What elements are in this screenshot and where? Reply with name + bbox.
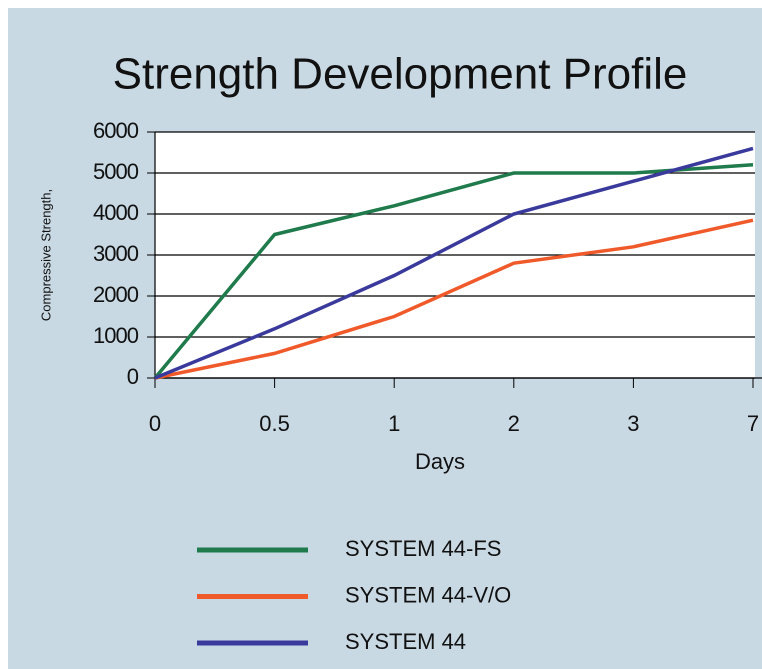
x-axis-label: Days bbox=[415, 449, 465, 474]
y-tick-label: 5000 bbox=[93, 159, 139, 184]
x-tick-label: 3 bbox=[627, 411, 639, 436]
chart-title: Strength Development Profile bbox=[113, 50, 688, 99]
legend-label: SYSTEM 44-V/O bbox=[345, 582, 511, 607]
x-tick-label: 0 bbox=[149, 411, 161, 436]
x-tick-label: 2 bbox=[508, 411, 520, 436]
x-tick-label: 0.5 bbox=[259, 411, 290, 436]
x-tick-label: 7 bbox=[747, 411, 759, 436]
y-tick-label: 3000 bbox=[93, 241, 139, 266]
y-tick-label: 4000 bbox=[93, 200, 139, 225]
y-tick-label: 0 bbox=[127, 364, 139, 389]
legend-label: SYSTEM 44 bbox=[345, 629, 466, 654]
legend-label: SYSTEM 44-FS bbox=[345, 536, 501, 561]
y-axis-label: Compressive Strength, bbox=[38, 189, 53, 321]
y-tick-label: 2000 bbox=[93, 282, 139, 307]
y-tick-label: 6000 bbox=[93, 118, 139, 143]
series-line bbox=[153, 163, 754, 380]
series-line bbox=[154, 218, 754, 380]
y-tick-label: 1000 bbox=[93, 323, 139, 348]
x-tick-label: 1 bbox=[388, 411, 400, 436]
series-line bbox=[154, 146, 754, 380]
